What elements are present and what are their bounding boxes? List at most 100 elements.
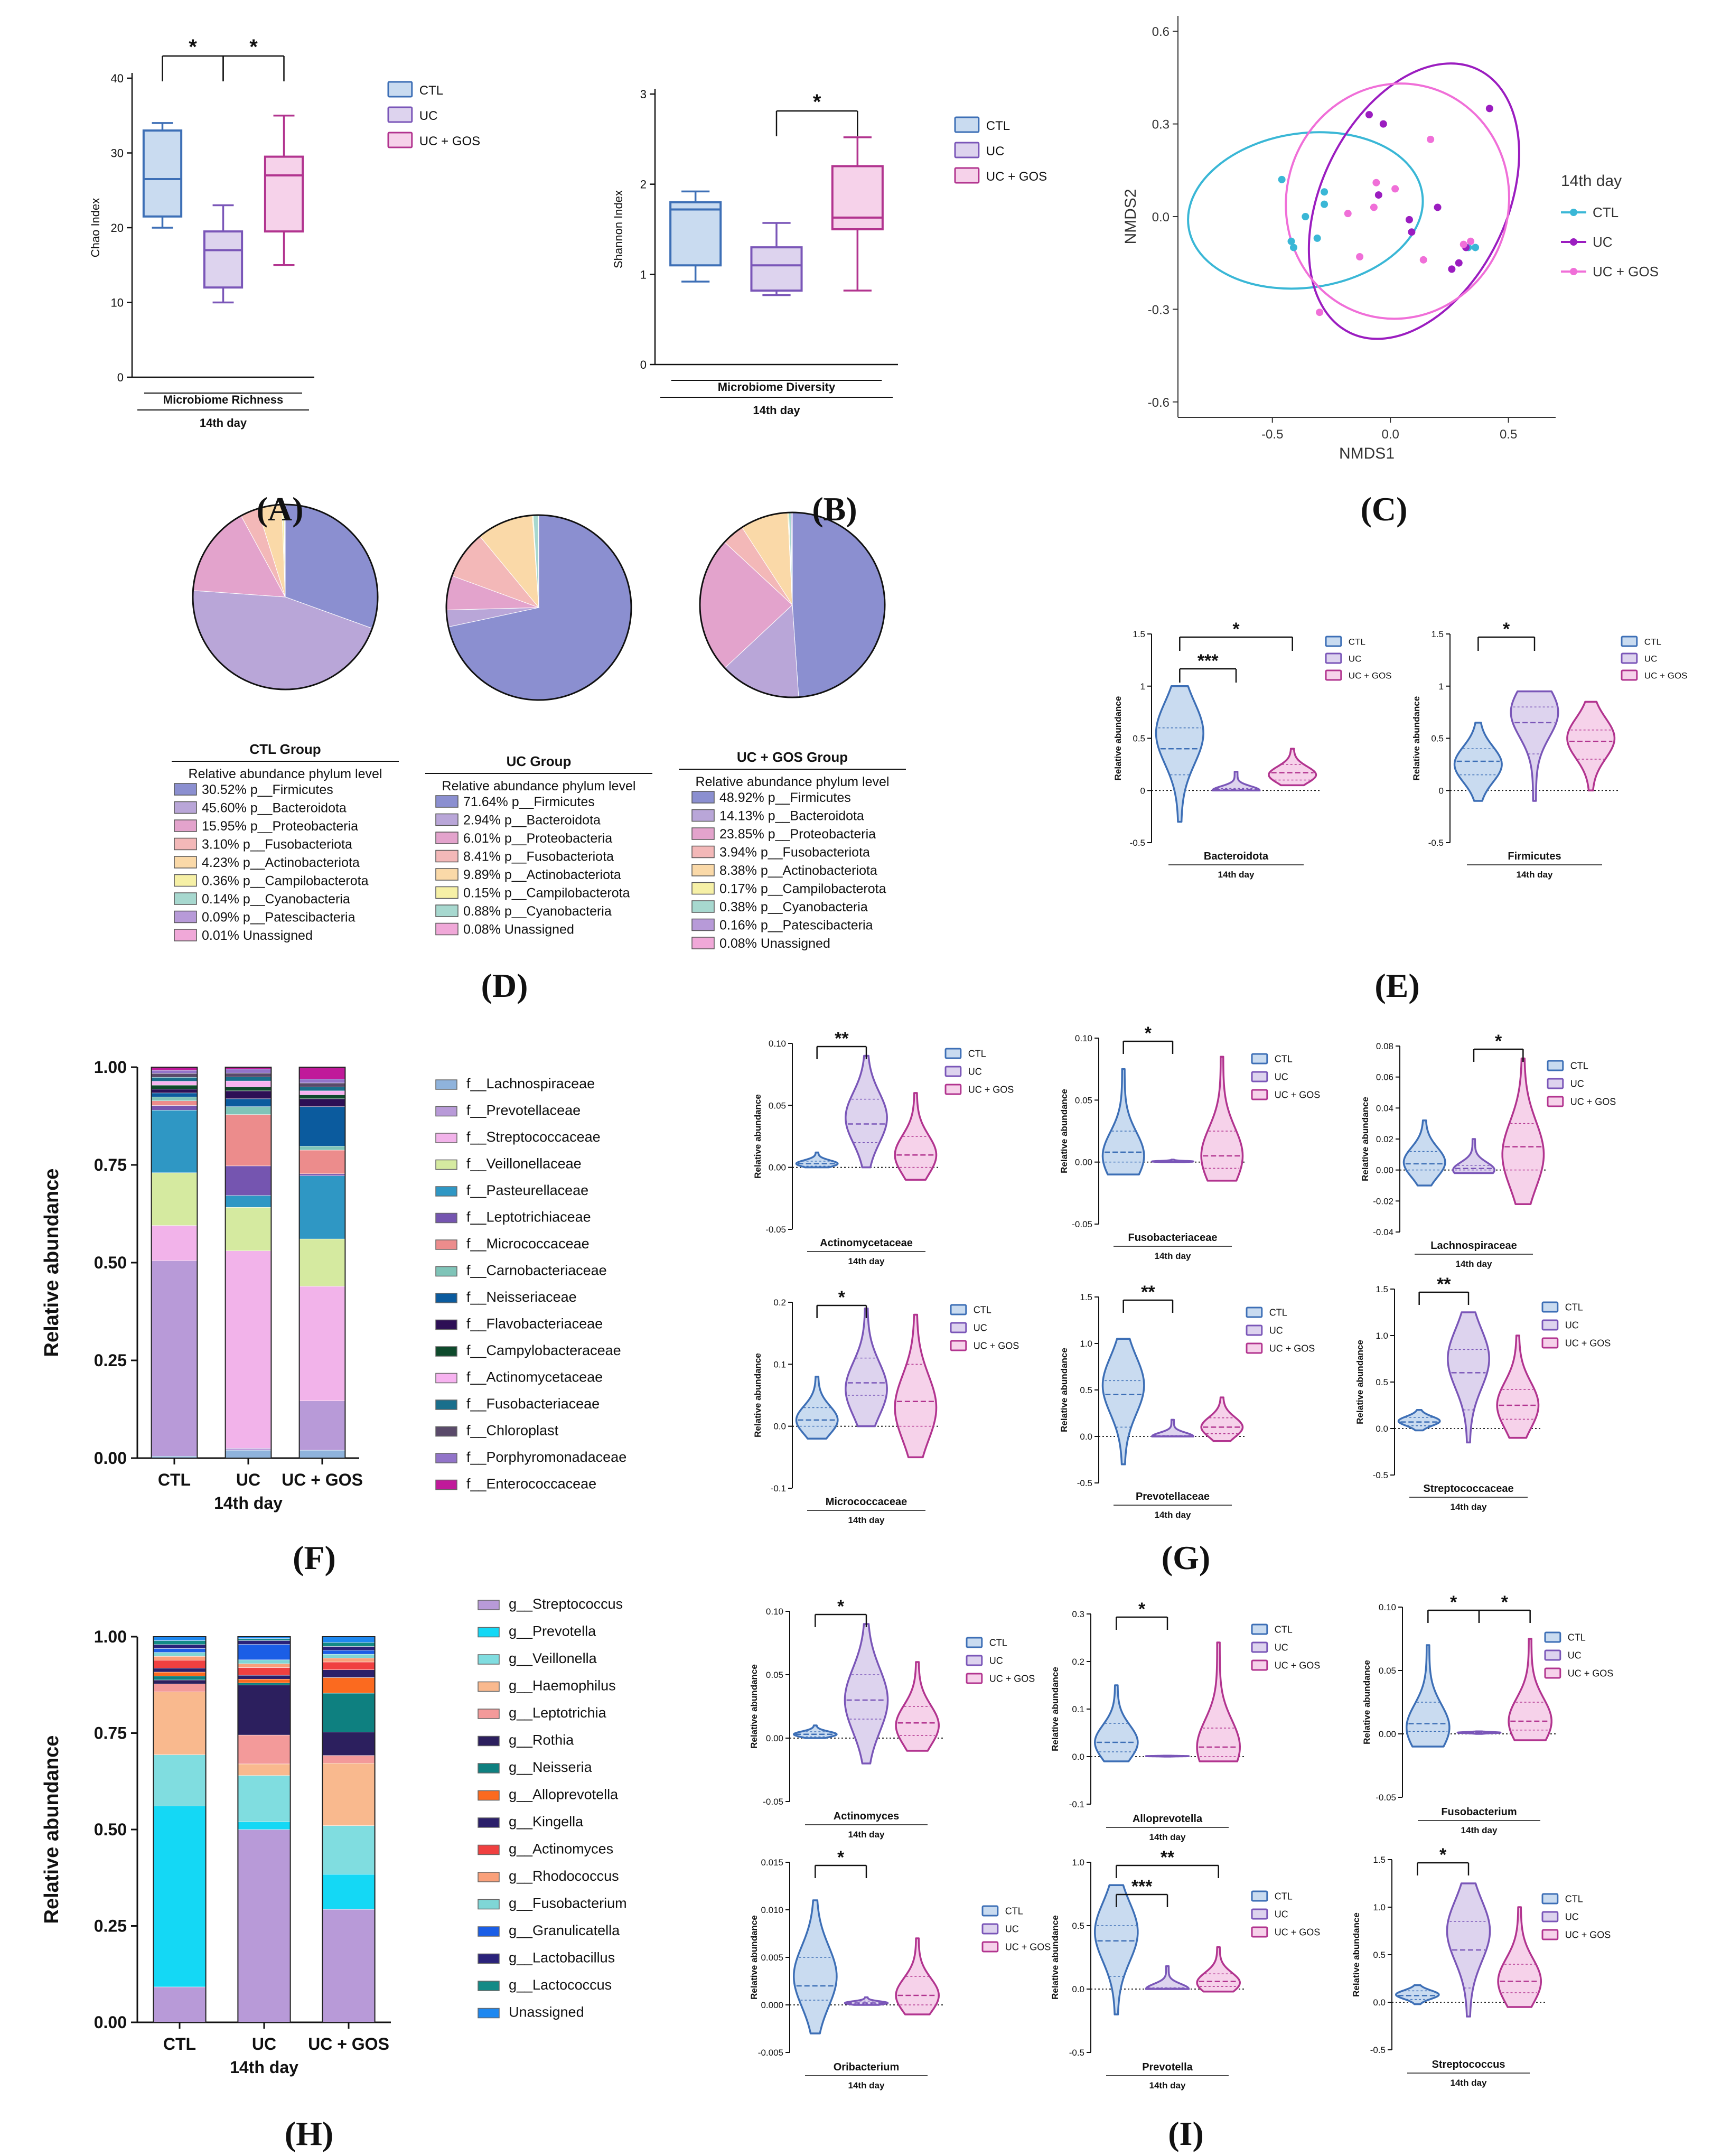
legend-label: UC + GOS xyxy=(1275,1089,1321,1100)
legend-swatch xyxy=(435,1373,457,1384)
legend-swatch xyxy=(435,1426,457,1437)
bar-segment xyxy=(153,1644,206,1649)
panel-letter: (I) xyxy=(1168,2115,1204,2152)
legend-label: CTL xyxy=(1269,1307,1287,1318)
pie-legend-label: 0.38% p__Cyanobacteria xyxy=(719,900,868,914)
bar-segment xyxy=(299,1175,345,1239)
y-tick-label: 0 xyxy=(1439,786,1444,796)
significance-label: * xyxy=(189,35,197,59)
pie-title: UC Group xyxy=(507,753,572,769)
point-ctl xyxy=(1321,188,1329,196)
legend-swatch-uc xyxy=(1325,652,1342,664)
bar-segment xyxy=(322,1693,375,1732)
bar-segment xyxy=(322,1909,375,2023)
legend-label: UC + GOS xyxy=(1644,670,1688,680)
legend-label: g__Leptotrichia xyxy=(509,1705,607,1721)
bar-segment xyxy=(153,1652,206,1657)
legend-swatch xyxy=(478,1953,500,1964)
y-axis-label: Relative abundance xyxy=(753,1353,763,1438)
legend-label: UC xyxy=(989,1655,1003,1666)
legend-label: UC + GOS xyxy=(974,1340,1019,1351)
pie-slice xyxy=(792,512,885,698)
pie-legend-swatch xyxy=(691,809,715,822)
y-tick-label: 0 xyxy=(1140,786,1145,796)
pie-legend-label: 45.60% p__Bacteroidota xyxy=(202,801,347,816)
y-tick-label: 0.10 xyxy=(1379,1602,1396,1612)
violin-ctl xyxy=(1101,1338,1145,1466)
point-ctl xyxy=(1472,244,1480,251)
legend-swatch-ctl xyxy=(1251,1890,1268,1902)
legend-label: UC xyxy=(1593,234,1613,250)
panel-letter: (D) xyxy=(481,967,528,1004)
box-uc-gos xyxy=(264,155,304,233)
pie-legend-label: 9.89% p__Actinobacteriota xyxy=(463,867,621,882)
x-group-label: 14th day xyxy=(1218,870,1255,880)
legend-swatch-uc-gos xyxy=(1251,1659,1268,1671)
point-ctl xyxy=(1287,237,1295,245)
pie-legend-label: 15.95% p__Proteobacteria xyxy=(202,819,358,834)
violin-panel-firmicutes: -0.5 0 0.5 1 1.5 Relative abundance Firmicutes… xyxy=(1411,619,1688,880)
y-tick-label: 1.0 xyxy=(1072,1858,1084,1868)
x-axis-label: Oribacterium xyxy=(834,2061,899,2073)
x-group-label: 14th day xyxy=(1149,1832,1186,1842)
ellipse-uc xyxy=(1307,62,1520,340)
legend-swatch-uc-gos xyxy=(1621,669,1638,681)
pie-legend-label: 0.17% p__Campilobacterota xyxy=(719,882,886,897)
legend-label: UC + GOS xyxy=(1275,1927,1321,1937)
y-tick-label: -0.1 xyxy=(771,1483,786,1494)
y-tick-label: 0.10 xyxy=(766,1607,783,1617)
y-tick-label: 1.5 xyxy=(1373,1855,1386,1865)
legend-swatch xyxy=(478,1844,500,1855)
y-tick-label: 0.5 xyxy=(1080,1385,1092,1395)
violin-ctl xyxy=(1093,1684,1139,1762)
pie-legend-label: 8.38% p__Actinobacteriota xyxy=(719,863,877,878)
bar-segment xyxy=(153,1679,206,1684)
y-tick-label: 1.0 xyxy=(1080,1339,1092,1349)
legend-label: UC xyxy=(1269,1325,1283,1336)
legend-swatch xyxy=(435,1266,457,1277)
legend-label: CTL xyxy=(968,1048,986,1059)
pie-legend-label: 4.23% p__Actinobacteriota xyxy=(202,855,360,870)
violin-uc xyxy=(1447,1311,1490,1444)
legend-swatch-uc xyxy=(966,1655,983,1666)
pie-outline xyxy=(192,503,379,690)
legend-swatch xyxy=(435,1346,457,1357)
legend-swatch-uc-gos xyxy=(950,1340,967,1351)
legend-label: CTL xyxy=(1275,1891,1293,1901)
pie-legend-swatch xyxy=(691,845,715,858)
legend-swatch-uc xyxy=(1541,1911,1559,1922)
panel-letter: (C) xyxy=(1361,490,1408,528)
y-tick-label: 0.000 xyxy=(761,2000,783,2010)
legend-label: CTL xyxy=(1275,1053,1293,1064)
x-group-label: 14th day xyxy=(848,1256,885,1266)
legend-label: UC xyxy=(1568,1650,1582,1660)
y-axis-label: Relative abundance xyxy=(1059,1089,1069,1173)
violin-uc-gos xyxy=(1200,1056,1244,1182)
x-tick-label: 0.5 xyxy=(1500,427,1517,442)
x-axis-label: Microbiome Diversity xyxy=(718,380,836,394)
significance-label: * xyxy=(1495,1031,1502,1051)
legend-label: UC + GOS xyxy=(1570,1096,1616,1107)
legend-swatch xyxy=(435,1186,457,1197)
pie-legend-label: 14.13% p__Bacteroidota xyxy=(719,809,864,824)
bar-segment xyxy=(238,1775,291,1822)
bar-segment xyxy=(238,1679,291,1683)
bar-segment xyxy=(225,1195,272,1208)
pie-legend-swatch xyxy=(174,892,197,905)
bar-segment xyxy=(225,1077,272,1081)
violin-panel-lachnospiraceae: -0.04 -0.02 0.00 0.02 0.04 0.06 0.08 Relative a… xyxy=(1360,1031,1616,1269)
legend-swatch xyxy=(478,1600,500,1610)
bar-segment xyxy=(322,1654,375,1658)
x-group-label: 14th day xyxy=(1461,1825,1498,1835)
y-axis-label: Relative abundance xyxy=(41,1735,63,1924)
legend-swatch-ctl xyxy=(1251,1623,1268,1635)
panel-letter: (G) xyxy=(1162,1539,1210,1576)
y-tick-label: -0.05 xyxy=(763,1797,783,1807)
y-tick-label: -0.02 xyxy=(1373,1196,1393,1206)
violin-panel-oribacterium: -0.005 0.000 0.005 0.010 0.015 Relative abund… xyxy=(749,1847,1051,2090)
x-group-label: 14th day xyxy=(848,2080,885,2090)
legend-label: g__Kingella xyxy=(509,1814,584,1830)
legend-swatch xyxy=(478,1735,500,1747)
violin-uc xyxy=(844,1623,889,1765)
